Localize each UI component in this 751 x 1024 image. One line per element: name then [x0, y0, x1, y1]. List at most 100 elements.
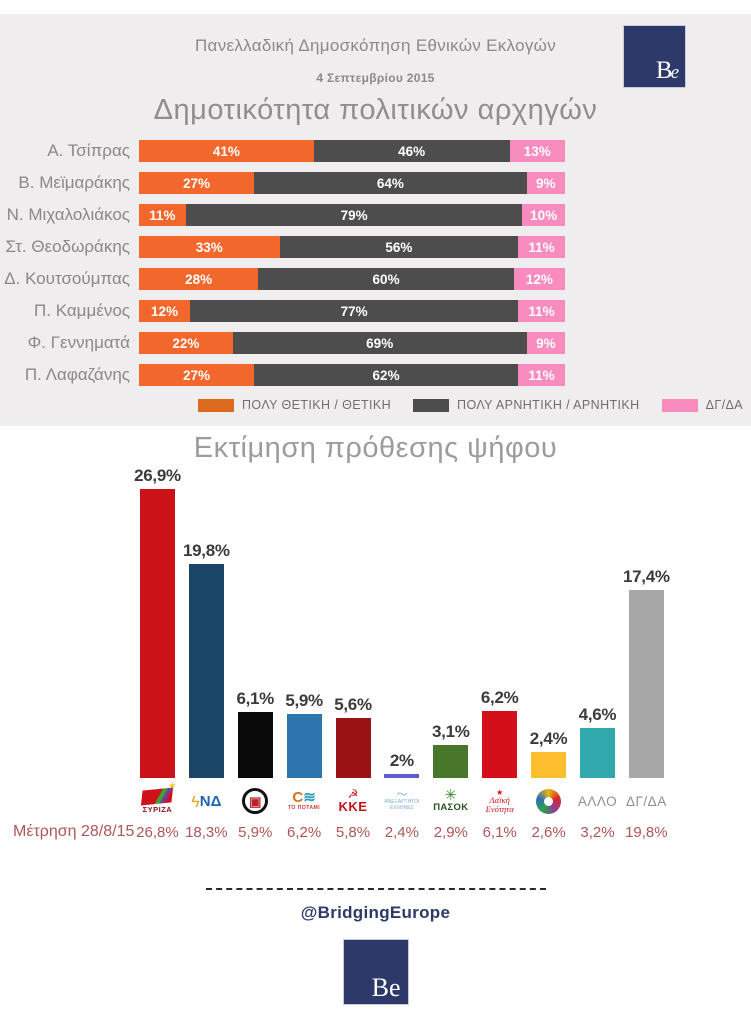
- vote-bar-column: 6,1% ▣ 5,9%: [231, 466, 280, 844]
- vote-bar: [433, 745, 469, 778]
- popularity-row: Δ. Κουτσούμπας 28% 60% 12%: [0, 268, 751, 290]
- dk-segment: 11%: [518, 364, 565, 386]
- dk-segment: 11%: [518, 300, 565, 322]
- popularity-rows: Α. Τσίπρας 41% 46% 13% Β. Μεϊμαράκης 27%…: [0, 140, 751, 386]
- vote-bar-column: 4,6% ΑΛΛΟ 3,2%: [573, 466, 622, 844]
- vote-bar-column: 19,8% ϟ ΝΔ 18,3%: [182, 466, 231, 844]
- legend-label: ΠΟΛΥ ΘΕΤΙΚΗ / ΘΕΤΙΚΗ: [242, 398, 392, 412]
- leader-name: Φ. Γεννηματά: [27, 333, 130, 352]
- kke-logo: ☭ ΚΚΕ: [338, 786, 368, 814]
- popularity-legend: ΠΟΛΥ ΘΕΤΙΚΗ / ΘΕΤΙΚΗ ΠΟΛΥ ΑΡΝΗΤΙΚΗ / ΑΡΝ…: [0, 398, 751, 412]
- golden-dawn-logo: ▣: [242, 788, 269, 814]
- legend-swatch: [198, 398, 234, 412]
- negative-segment: 60%: [258, 268, 514, 290]
- vote-bar: [482, 711, 518, 778]
- vote-bar: [335, 718, 371, 778]
- vote-value-label: 2,4%: [529, 729, 568, 748]
- leader-name: Π. Λαφαζάνης: [24, 365, 130, 384]
- popularity-row: Π. Λαφαζάνης 27% 62% 11%: [0, 364, 751, 386]
- legend-item: ΔΓ/ΔΑ: [661, 398, 743, 412]
- popularity-section: Πανελλαδική Δημοσκόπηση Εθνικών Εκλογών …: [0, 14, 751, 426]
- vote-value-label: 5,9%: [285, 691, 323, 710]
- legend-item: ΠΟΛΥ ΑΡΝΗΤΙΚΗ / ΑΡΝΗΤΙΚΗ: [413, 398, 640, 412]
- other-label: ΑΛΛΟ: [577, 793, 618, 809]
- positive-segment: 41%: [139, 140, 314, 162]
- previous-value-label: 6,1%: [482, 824, 517, 841]
- vote-bar-column: 5,6% ☭ ΚΚΕ 5,8%: [329, 466, 378, 844]
- previous-value-label: 18,3%: [185, 824, 228, 841]
- previous-value-label: 5,8%: [335, 824, 371, 841]
- nea-dimokratia-logo: ϟ ΝΔ: [191, 792, 222, 811]
- positive-segment: 27%: [139, 172, 255, 194]
- vote-bar-column: 3,1% ✳ ΠΑΣΟΚ 2,9%: [426, 466, 475, 844]
- legend-item: ΠΟΛΥ ΘΕΤΙΚΗ / ΘΕΤΙΚΗ: [198, 398, 391, 412]
- previous-value-label: 3,2%: [580, 824, 615, 841]
- legend-label: ΔΓ/ΔΑ: [705, 398, 743, 412]
- negative-segment: 79%: [185, 204, 523, 226]
- dk-segment: 9%: [526, 332, 565, 354]
- popularity-row: Α. Τσίπρας 41% 46% 13%: [0, 140, 751, 162]
- stacked-bar: 27% 64% 9%: [139, 172, 565, 194]
- vote-value-label: 6,2%: [480, 688, 519, 707]
- bridging-europe-footer-logo-text: Be: [371, 973, 401, 1002]
- laiki-enotita-logo: ★ Λαϊκή Ενότητα: [485, 787, 514, 814]
- poll-date: 4 Σεπτεμβρίου 2015: [316, 71, 435, 85]
- dk-segment: 13%: [509, 140, 565, 162]
- vote-value-label: 17,4%: [623, 567, 670, 586]
- vote-bar: [531, 752, 567, 778]
- syriza-logo: ★ ΣΥΡΙΖΑ: [141, 779, 178, 814]
- vote-bar-column: 5,9% Ϲ≋ ΤΟ ΠΟΤΑΜΙ 6,2%: [280, 466, 329, 844]
- stacked-bar: 33% 56% 11%: [139, 236, 565, 258]
- dk-segment: 12%: [513, 268, 565, 290]
- enosi-kentroon-logo: [536, 788, 562, 814]
- popularity-row: Ν. Μιχαλολιάκος 11% 79% 10%: [0, 204, 751, 226]
- potami-logo: Ϲ≋ ΤΟ ΠΟΤΑΜΙ: [288, 788, 321, 811]
- vote-section: Εκτίμηση πρόθεσης ψήφου 26,9% ★ ΣΥΡΙΖΑ 26…: [0, 426, 751, 1005]
- vote-bar: [286, 714, 322, 778]
- positive-segment: 11%: [139, 204, 186, 226]
- vote-bar-column: 17,4% ΔΓ/ΔΑ 19,8%: [622, 466, 671, 844]
- leader-name: Β. Μεϊμαράκης: [18, 173, 130, 192]
- popularity-row: Φ. Γεννηματά 22% 69% 9%: [0, 332, 751, 354]
- previous-value-label: 6,2%: [287, 824, 322, 841]
- leader-name: Ν. Μιχαλολιάκος: [6, 205, 130, 224]
- vote-value-label: 3,1%: [432, 722, 470, 741]
- previous-value-label: 2,4%: [384, 824, 419, 841]
- previous-measurement-label: Μέτρηση 28/8/15: [13, 823, 135, 840]
- leader-name: Α. Τσίπρας: [47, 141, 130, 160]
- leader-name: Στ. Θεοδωράκης: [5, 237, 131, 256]
- dk-segment: 11%: [518, 236, 565, 258]
- previous-value-label: 2,6%: [531, 824, 566, 841]
- footer-separator: [205, 888, 546, 890]
- vote-bar: [384, 774, 420, 778]
- bridging-europe-footer-logo: Be: [342, 939, 409, 1005]
- vote-bar-column: 2% 〜 ΑΝΕΞΑΡΤΗΤΟΙ ΕΛΛΗΝΕΣ 2,4%: [377, 466, 426, 844]
- previous-value-label: 26,8%: [136, 824, 179, 842]
- vote-value-label: 19,8%: [182, 541, 230, 560]
- previous-value-label: 5,9%: [238, 824, 273, 841]
- previous-value-label: 19,8%: [625, 824, 668, 841]
- positive-segment: 33%: [139, 236, 280, 258]
- leader-name: Π. Καμμένος: [34, 301, 130, 320]
- popularity-row: Β. Μεϊμαράκης 27% 64% 9%: [0, 172, 751, 194]
- vote-value-label: 26,9%: [134, 465, 181, 485]
- vote-bar: [139, 488, 175, 779]
- vote-value-label: 5,6%: [334, 695, 372, 714]
- positive-segment: 22%: [139, 332, 233, 354]
- dk-na-label: ΔΓ/ΔΑ: [625, 793, 667, 809]
- positive-segment: 28%: [139, 268, 259, 290]
- legend-swatch: [413, 398, 450, 412]
- vote-value-label: 2%: [389, 751, 414, 770]
- vote-chart: 26,9% ★ ΣΥΡΙΖΑ 26,8% 19,8% ϟ ΝΔ 18,3% 6,1%…: [133, 466, 671, 844]
- popularity-row: Στ. Θεοδωράκης 33% 56% 11%: [0, 236, 751, 258]
- dk-segment: 9%: [526, 172, 565, 194]
- vote-chart-title: Εκτίμηση πρόθεσης ψήφου: [193, 432, 558, 464]
- vote-bar: [237, 712, 273, 778]
- legend-swatch: [661, 398, 698, 412]
- bridging-europe-logo: Be: [623, 25, 686, 88]
- stacked-bar: 28% 60% 12%: [139, 268, 565, 290]
- poll-title: Πανελλαδική Δημοσκόπηση Εθνικών Εκλογών: [194, 36, 556, 55]
- vote-value-label: 6,1%: [236, 689, 274, 708]
- negative-segment: 69%: [232, 332, 527, 354]
